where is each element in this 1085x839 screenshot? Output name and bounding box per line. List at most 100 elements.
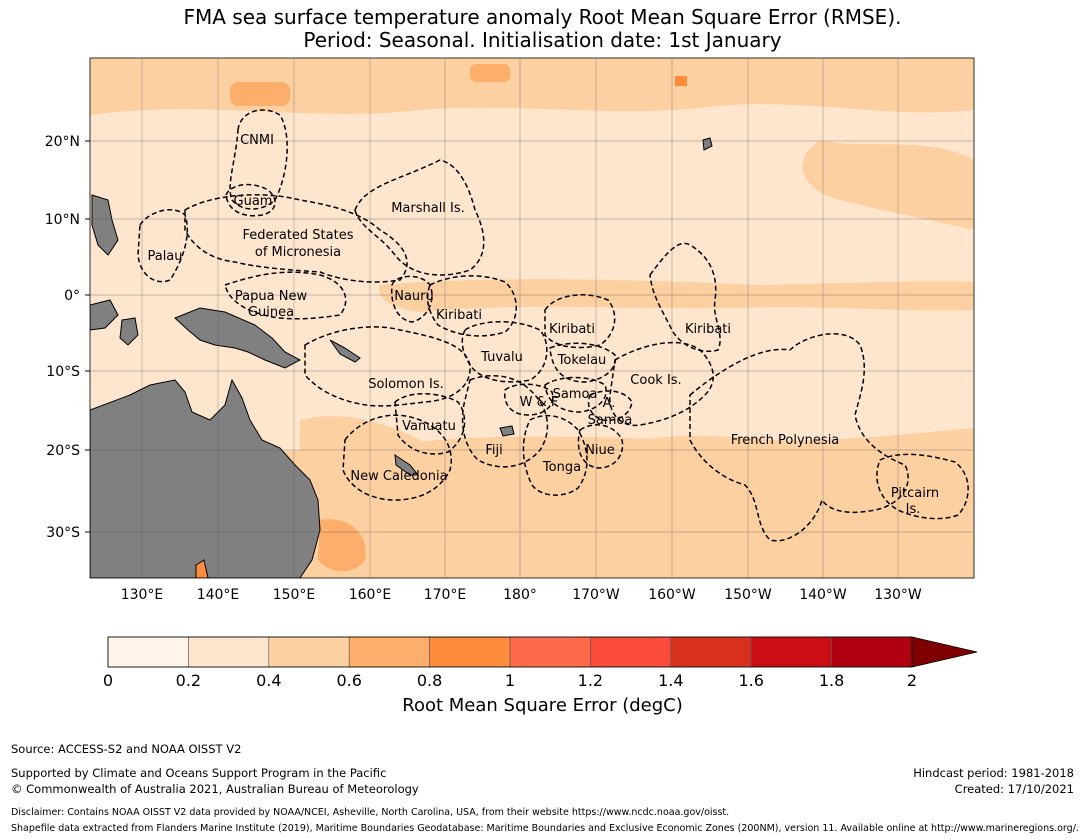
footer-shapefile: Shapefile data extracted from Flanders M… bbox=[11, 823, 1079, 834]
lon-label: 140°E bbox=[197, 587, 240, 603]
hawaii-land bbox=[702, 137, 713, 151]
lon-label: 160°W bbox=[648, 587, 696, 603]
graticule bbox=[90, 58, 974, 578]
colorbar-tick: 1.8 bbox=[818, 671, 845, 690]
rmse-band-equator bbox=[379, 279, 974, 312]
region-label-fsm-1: Federated States bbox=[243, 228, 354, 243]
footer-support: Supported by Climate and Oceans Support … bbox=[11, 766, 387, 780]
region-label-palau: Palau bbox=[147, 249, 182, 264]
footer-copyright: © Commonwealth of Australia 2021, Austra… bbox=[11, 782, 419, 796]
philippines-land bbox=[91, 194, 119, 256]
colorbar-tick: 0.8 bbox=[416, 671, 443, 690]
lon-label: 130°W bbox=[874, 587, 922, 603]
colorbar-swatch bbox=[509, 636, 591, 668]
region-label-samoa: Samoa bbox=[553, 387, 598, 402]
region-label-guam: Guam bbox=[234, 194, 273, 209]
rmse-band-north bbox=[90, 58, 974, 115]
eez-kiribati-west bbox=[426, 275, 517, 337]
region-label-tonga: Tonga bbox=[542, 460, 581, 475]
lon-label: 160°E bbox=[349, 587, 392, 603]
eez-kiribati-line bbox=[649, 242, 721, 352]
eez-nauru bbox=[390, 275, 433, 323]
colorbar-tick: 2 bbox=[906, 671, 918, 690]
nz-tip-land bbox=[195, 559, 209, 578]
region-label-solomon: Solomon Is. bbox=[368, 377, 444, 392]
solomon-islands-land bbox=[329, 339, 361, 363]
colorbar-tick: 0.2 bbox=[175, 671, 202, 690]
region-label-tokelau: Tokelau bbox=[557, 353, 607, 368]
chart-title-line1: FMA sea surface temperature anomaly Root… bbox=[183, 5, 902, 29]
eez-vanuatu bbox=[394, 393, 466, 455]
australia-land bbox=[90, 378, 321, 578]
lat-label: 0° bbox=[64, 288, 80, 304]
colorbar-swatch bbox=[107, 636, 189, 668]
region-label-vanuatu: Vanuatu bbox=[402, 419, 456, 434]
lat-label: 20°S bbox=[46, 443, 80, 459]
colorbar-tick: 0.6 bbox=[336, 671, 362, 690]
region-label-marshall: Marshall Is. bbox=[391, 201, 465, 216]
lon-label: 170°W bbox=[572, 587, 620, 603]
colorbar-extend-arrow bbox=[911, 636, 978, 668]
fiji-land bbox=[499, 425, 515, 437]
lon-label: 150°W bbox=[724, 587, 772, 603]
sulawesi-land bbox=[119, 317, 139, 346]
region-label-cnmi: CNMI bbox=[240, 133, 274, 148]
rmse-patch-warm-north bbox=[230, 82, 290, 106]
map-frame bbox=[89, 57, 975, 579]
region-label-french-polynesia: French Polynesia bbox=[731, 433, 840, 448]
longitude-labels: 130°E 140°E 150°E 160°E 170°E 180° 170°W… bbox=[121, 587, 922, 603]
new-guinea-land bbox=[174, 307, 302, 369]
region-label-new-caledonia: New Caledonia bbox=[350, 469, 447, 484]
eez-pitcairn bbox=[876, 453, 969, 520]
eez-solomon bbox=[304, 326, 471, 407]
lat-label: 10°N bbox=[45, 212, 80, 228]
colorbar-tick: 1.4 bbox=[658, 671, 684, 690]
eez-boundaries bbox=[137, 109, 969, 542]
region-label-cook: Cook Is. bbox=[630, 373, 681, 388]
colorbar-swatch bbox=[348, 636, 430, 668]
colorbar-tick: 1 bbox=[504, 671, 516, 690]
footer-disclaimer: Disclaimer: Contains NOAA OISST V2 data … bbox=[11, 807, 730, 818]
colorbar-swatch bbox=[750, 636, 832, 668]
colorbar-swatch bbox=[188, 636, 270, 668]
eez-new-caledonia bbox=[342, 414, 452, 501]
map-panel bbox=[90, 58, 974, 578]
latitude-labels: 20°N 10°N 0° 10°S 20°S 30°S bbox=[45, 134, 80, 541]
rmse-patch-east-south bbox=[640, 435, 882, 543]
eez-american-samoa bbox=[587, 390, 633, 422]
region-label-wallis-futuna: W & F bbox=[520, 395, 559, 410]
eez-tonga bbox=[522, 414, 588, 496]
colorbar bbox=[107, 636, 978, 668]
eez-marshall bbox=[354, 159, 485, 276]
region-label-png-1: Papua New bbox=[235, 289, 308, 304]
region-label-pitcairn-2: Is. bbox=[906, 502, 921, 517]
eez-fiji bbox=[461, 374, 549, 468]
footer-created: Created: 17/10/2021 bbox=[954, 782, 1074, 796]
colorbar-tick: 0 bbox=[102, 671, 114, 690]
lon-label: 150°E bbox=[273, 587, 316, 603]
region-label-png-2: Guinea bbox=[248, 305, 294, 320]
lat-label: 20°N bbox=[45, 134, 80, 150]
rmse-patch-warm-north2 bbox=[470, 64, 510, 82]
axis-ticks bbox=[85, 140, 90, 533]
eez-samoa bbox=[544, 376, 607, 413]
colorbar-swatch bbox=[590, 636, 672, 668]
colorbar-tick: 0.4 bbox=[256, 671, 282, 690]
colorbar-swatch bbox=[831, 636, 913, 668]
rmse-patch-northeast bbox=[802, 140, 974, 230]
region-labels: CNMI Guam Marshall Is. Federated States … bbox=[147, 133, 939, 517]
eez-french-polynesia bbox=[689, 333, 909, 542]
borneo-land bbox=[90, 299, 119, 331]
colorbar-swatch bbox=[670, 636, 752, 668]
new-caledonia-land bbox=[394, 453, 420, 476]
eez-kiribati-phoenix bbox=[544, 294, 616, 349]
lon-label: 130°E bbox=[121, 587, 164, 603]
lat-label: 30°S bbox=[46, 525, 80, 541]
footer-source: Source: ACCESS-S2 and NOAA OISST V2 bbox=[11, 742, 242, 756]
colorbar-label: Root Mean Square Error (degC) bbox=[402, 695, 683, 716]
rmse-patch-hot bbox=[675, 76, 687, 86]
region-label-kiribati-phoenix: Kiribati bbox=[549, 322, 595, 337]
region-label-american-samoa-1: A. bbox=[603, 396, 616, 411]
region-label-tuvalu: Tuvalu bbox=[480, 350, 523, 365]
